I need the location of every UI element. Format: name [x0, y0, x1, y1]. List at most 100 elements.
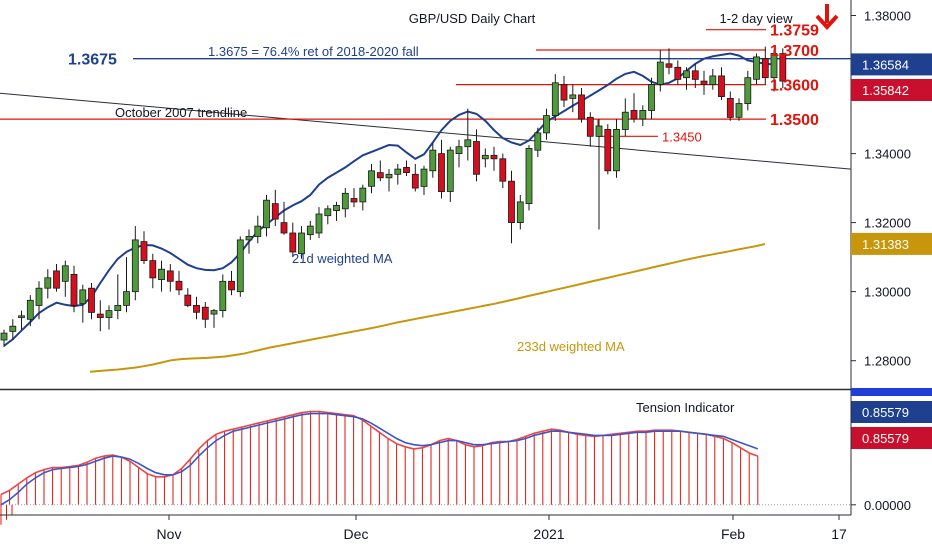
candle-body	[105, 310, 113, 318]
candle-body	[420, 168, 428, 187]
candle	[61, 260, 69, 297]
candle	[53, 264, 60, 292]
candle-body	[543, 115, 550, 134]
candle	[26, 295, 34, 327]
candle-body	[263, 199, 270, 229]
candle	[700, 70, 708, 95]
candle	[298, 226, 305, 259]
candle-body	[525, 147, 533, 204]
candle	[105, 305, 113, 330]
candle	[245, 229, 253, 254]
candle	[499, 153, 507, 189]
candle-body	[123, 291, 130, 306]
candle-body	[586, 116, 594, 137]
candle-body	[70, 273, 78, 306]
candle	[534, 127, 542, 157]
time-tick-label: Dec	[344, 526, 369, 542]
candle	[289, 222, 297, 258]
price-axis: 1.280001.300001.320001.340001.360001.380…	[851, 9, 932, 369]
candle	[613, 119, 620, 178]
candle-body	[26, 299, 34, 320]
candle	[464, 108, 472, 161]
tension-slow-line	[0, 412, 759, 506]
candle	[578, 88, 585, 123]
candle-body	[639, 110, 647, 120]
candle	[639, 105, 647, 126]
ma233-line	[89, 243, 766, 373]
candle	[114, 274, 122, 320]
candle	[665, 48, 673, 75]
candle-body	[394, 168, 402, 175]
candle	[88, 283, 95, 320]
tension-badge: 0.85579	[851, 401, 932, 423]
candle-body	[683, 70, 690, 79]
time-tick-label: Feb	[721, 526, 745, 542]
candle-body	[236, 239, 244, 293]
candle-body	[709, 75, 717, 85]
candle	[96, 300, 104, 332]
candle	[586, 112, 594, 147]
candle	[525, 145, 533, 211]
trendline-label: October 2007 trendline	[115, 105, 247, 120]
time-tick-label: Nov	[157, 526, 182, 542]
candle	[753, 53, 760, 85]
level-label-1.3675: 1.3675	[68, 52, 117, 69]
candle-body	[18, 315, 25, 318]
ma233-label: 233d weighted MA	[517, 339, 625, 354]
candle	[201, 302, 209, 328]
candle-body	[298, 232, 305, 255]
candle-body	[508, 180, 515, 223]
candle-body	[665, 63, 673, 68]
tension-badge-bg	[851, 401, 932, 423]
candle	[473, 129, 480, 182]
candle-body	[96, 313, 104, 319]
candle-body	[368, 170, 375, 187]
candle-body	[779, 53, 787, 82]
candle-body	[175, 280, 183, 291]
candle	[508, 170, 515, 244]
candle-body	[193, 304, 200, 313]
candle	[674, 60, 682, 85]
tension-badge-value: 0.85579	[862, 405, 909, 420]
trendline-2007	[0, 92, 852, 170]
candle-body	[280, 222, 288, 234]
level-label-1.3600: 1.3600	[770, 78, 819, 95]
candle-body	[648, 84, 655, 111]
candle	[350, 188, 358, 208]
candle	[385, 169, 393, 192]
candle	[560, 75, 568, 107]
candle	[683, 67, 690, 90]
candle	[0, 329, 8, 347]
candle	[411, 163, 419, 192]
candle-body	[499, 158, 507, 182]
candle-body	[403, 166, 410, 173]
candle	[446, 146, 454, 202]
candle-body	[438, 153, 445, 193]
candle-body	[0, 332, 8, 341]
candle	[210, 308, 218, 328]
candle	[193, 296, 200, 320]
candle	[184, 288, 192, 308]
candle-body	[735, 103, 743, 118]
price-tick-label: 1.38000	[864, 9, 911, 24]
candle	[770, 50, 778, 92]
candle	[149, 253, 157, 289]
ma233-layer	[89, 243, 766, 373]
price-badge-value: 1.31383	[862, 237, 909, 252]
tension-badge-bg	[851, 427, 932, 449]
candle	[779, 48, 787, 88]
candle	[420, 165, 428, 195]
candle	[166, 264, 174, 292]
candle-body	[464, 139, 472, 148]
candle	[630, 93, 638, 123]
candle-body	[79, 289, 87, 305]
candle-body	[184, 294, 192, 306]
candle	[718, 67, 725, 101]
price-tick-label: 1.34000	[864, 147, 911, 162]
price-tick-label: 1.28000	[864, 354, 911, 369]
candle	[481, 148, 489, 168]
level-label-1.3500: 1.3500	[770, 112, 819, 129]
candle	[219, 274, 227, 318]
candle-body	[149, 260, 157, 279]
